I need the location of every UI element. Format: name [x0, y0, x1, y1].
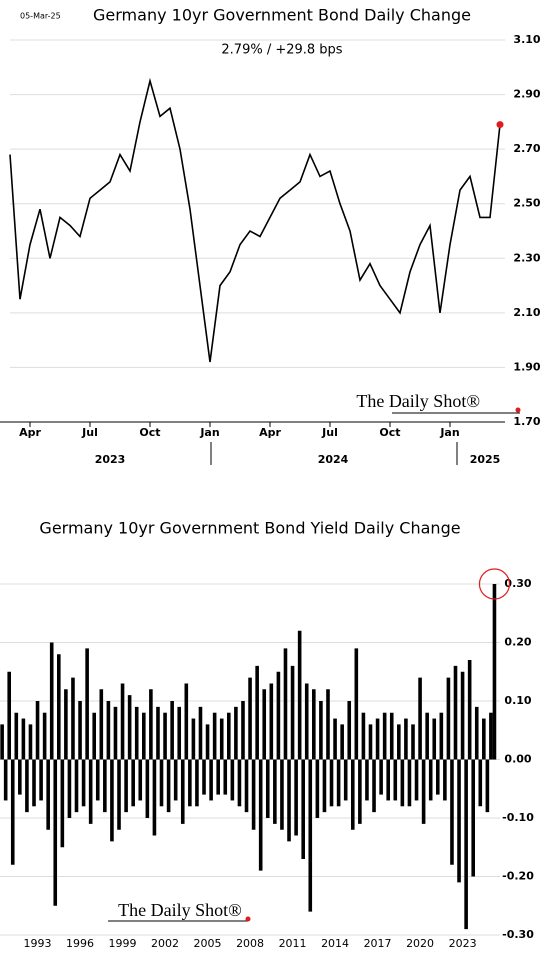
- watermark-dot: [245, 916, 251, 922]
- y-tick-label: 3.10: [513, 33, 540, 46]
- x-tick-label: 2014: [321, 937, 349, 950]
- y-tick-label: 2.10: [513, 306, 540, 319]
- y-tick-label: 2.30: [513, 251, 540, 264]
- y-tick-label: 1.70: [513, 415, 540, 428]
- x-tick-label: 1999: [109, 937, 137, 950]
- chart-title: Germany 10yr Government Bond Yield Daily…: [39, 519, 460, 538]
- y-tick-label: 2.50: [513, 197, 540, 210]
- x-tick-label: Jul: [321, 426, 338, 439]
- y-tick-label: 2.90: [513, 88, 540, 101]
- last-point: [496, 121, 504, 129]
- y-tick-label: 2.70: [513, 142, 540, 155]
- x-group-label: 2023: [95, 453, 126, 466]
- line-series: [9, 77, 501, 363]
- y-tick-label: 1.90: [513, 360, 540, 373]
- watermark: The Daily Shot®: [118, 900, 242, 920]
- chart-subtitle: 2.79% / +29.8 bps: [221, 43, 342, 58]
- x-tick-label: 2008: [236, 937, 264, 950]
- y-tick-label: 0.00: [504, 753, 531, 766]
- x-tick-label: 2002: [151, 937, 179, 950]
- y-tick-label: -0.10: [502, 811, 534, 824]
- y-tick-label: -0.20: [502, 870, 534, 883]
- x-tick-label: 2011: [279, 937, 307, 950]
- y-tick-label: -0.30: [502, 928, 534, 941]
- chart-title: Germany 10yr Government Bond Daily Chang…: [93, 6, 471, 25]
- x-tick-label: 1993: [24, 937, 52, 950]
- x-tick-label: Apr: [19, 426, 41, 439]
- x-tick-label: 2017: [364, 937, 392, 950]
- x-tick-label: Oct: [139, 426, 160, 439]
- x-tick-label: 2020: [406, 937, 434, 950]
- x-tick-label: 1996: [66, 937, 94, 950]
- highlight-circle: [478, 568, 511, 600]
- y-tick-label: 0.10: [504, 694, 531, 707]
- date-label: 05-Mar-25: [20, 12, 61, 21]
- y-tick-label: 0.30: [504, 577, 531, 590]
- watermark: The Daily Shot®: [356, 391, 480, 411]
- x-group-label: 2025: [470, 453, 501, 466]
- x-tick-label: Oct: [379, 426, 400, 439]
- x-tick-label: Jan: [439, 426, 459, 439]
- x-tick-label: Apr: [259, 426, 281, 439]
- x-tick-label: Jan: [199, 426, 219, 439]
- y-tick-label: 0.20: [504, 636, 531, 649]
- x-tick-label: 2023: [449, 937, 477, 950]
- x-group-label: 2024: [318, 453, 349, 466]
- watermark-dot: [515, 407, 521, 413]
- x-tick-label: Jul: [81, 426, 98, 439]
- x-tick-label: 2005: [194, 937, 222, 950]
